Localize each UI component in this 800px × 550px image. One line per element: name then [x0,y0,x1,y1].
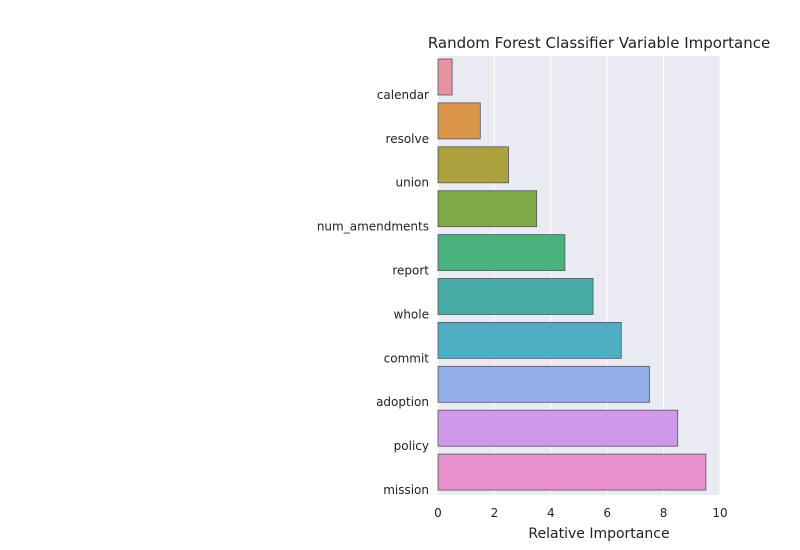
x-tick-labels: 0 2 4 6 8 10 [434,506,727,520]
y-tick-label: report [392,264,429,278]
y-tick-label: commit [384,351,430,365]
x-axis-label: Relative Importance [528,526,669,542]
bar-adoption [437,365,650,403]
bar-num_amendments [437,190,538,228]
bar-calendar [437,58,453,96]
y-tick-label: union [396,176,430,190]
x-tick-label: 0 [434,506,442,520]
x-tick-label: 6 [603,506,611,520]
y-tick-label: resolve [386,132,429,146]
bar-report [437,234,566,272]
bars [437,58,707,491]
chart-title: Random Forest Classifier Variable Import… [428,34,770,52]
y-tick-label: mission [383,483,429,497]
y-tick-label: whole [394,307,429,321]
y-tick-label: policy [394,439,429,453]
bar-policy [437,409,679,447]
x-tick-label: 10 [712,506,727,520]
bar-whole [437,278,594,315]
x-tick-label: 8 [660,506,668,520]
y-tick-label: adoption [376,395,429,409]
bar-commit [437,321,622,359]
x-tick-label: 2 [491,506,499,520]
bar-union [437,146,509,184]
bar-mission [437,453,707,491]
y-tick-label: calendar [377,88,429,102]
y-tick-labels: calendar resolve union num_amendmentsreport… [317,88,429,497]
y-tick-label: num_amendments [317,220,429,234]
bar-resolve [437,102,481,140]
x-tick-label: 4 [547,506,555,520]
